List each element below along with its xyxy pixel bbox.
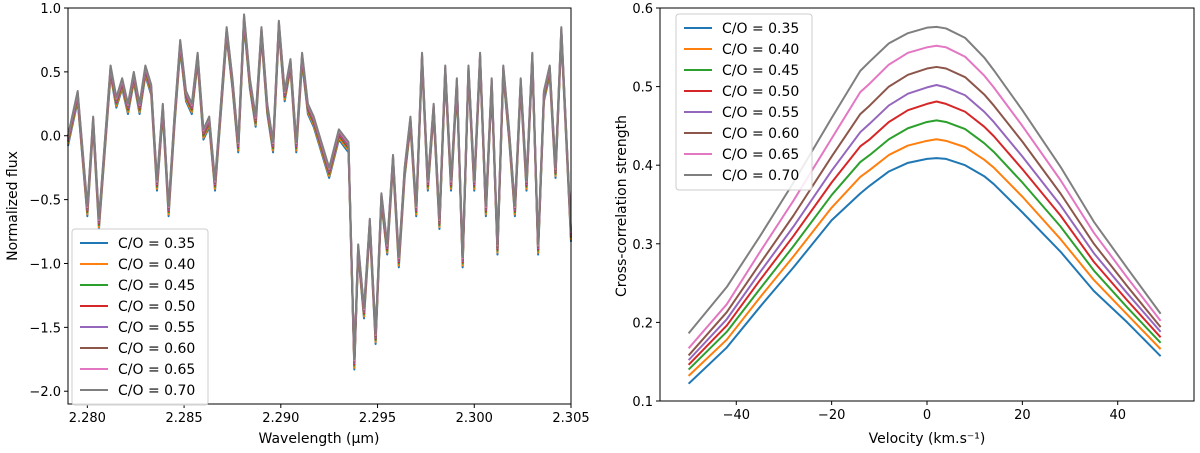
left-x-tick-label: 2.305	[552, 411, 589, 426]
right-legend-frame	[675, 13, 813, 191]
right-legend-label: C/O = 0.35	[722, 21, 799, 37]
right-x-axis-label: Velocity (km.s⁻¹)	[869, 431, 986, 447]
left-y-ticks: 1.0 0.5 0.0 −0.5 −1.0 −1.5 −2.0	[29, 2, 68, 400]
right-y-tick-label: 0.5	[632, 81, 653, 96]
right-series-line-4	[687, 100, 1162, 366]
left-legend-label: C/O = 0.50	[118, 299, 195, 315]
left-legend-label: C/O = 0.60	[118, 341, 195, 357]
right-y-axis-label: Cross-correlation strength	[614, 115, 630, 297]
right-y-tick-label: 0.2	[632, 316, 653, 331]
right-legend-label: C/O = 0.50	[722, 84, 799, 100]
right-series-line-6	[687, 65, 1162, 357]
right-x-tick-label: 40	[1109, 408, 1126, 423]
left-series-line-8	[67, 13, 572, 361]
right-y-tick-label: 0.1	[632, 395, 653, 410]
left-legend-label: C/O = 0.35	[118, 236, 195, 252]
left-y-tick-label: 1.0	[40, 2, 61, 17]
right-y-tick-label: 0.4	[632, 159, 653, 174]
left-legend-label: C/O = 0.70	[118, 383, 195, 399]
right-series-line-2	[687, 138, 1162, 377]
left-chart: 2.280 2.285 2.290 2.295 2.300 2.305 1.0 0.5 0.0…	[5, 2, 590, 447]
right-y-ticks: 0.1 0.2 0.3 0.4 0.5 0.6	[632, 2, 660, 410]
right-series-line-1	[687, 157, 1162, 385]
left-legend-label: C/O = 0.45	[118, 278, 195, 294]
left-y-tick-label: −2.0	[29, 385, 61, 400]
left-y-tick-label: −1.5	[29, 321, 61, 336]
left-y-tick-label: −0.5	[29, 194, 61, 209]
right-chart: −40 −20 0 20 40 0.1 0.2 0.3 0.4 0.5 0.6 Velocity …	[614, 2, 1195, 447]
left-plot-frame	[67, 7, 572, 405]
left-legend-label: C/O = 0.40	[118, 257, 195, 273]
left-y-tick-label: −1.0	[29, 257, 61, 272]
right-y-tick-label: 0.3	[632, 238, 653, 253]
left-legend: C/O = 0.35 C/O = 0.40 C/O = 0.45 C/O = 0.50…	[71, 228, 209, 406]
left-x-tick-label: 2.285	[165, 411, 202, 426]
right-legend-label: C/O = 0.45	[722, 63, 799, 79]
left-y-axis-label: Normalized flux	[5, 151, 21, 261]
right-legend: C/O = 0.35 C/O = 0.40 C/O = 0.45 C/O = 0.50…	[675, 13, 813, 191]
right-x-tick-label: −40	[723, 408, 750, 423]
left-legend-label: C/O = 0.55	[118, 320, 195, 336]
right-legend-label: C/O = 0.70	[722, 168, 799, 184]
left-x-tick-label: 2.300	[456, 411, 493, 426]
right-y-tick-label: 0.6	[632, 2, 653, 17]
right-legend-label: C/O = 0.40	[722, 42, 799, 58]
right-legend-label: C/O = 0.65	[722, 147, 799, 163]
left-x-tick-label: 2.290	[262, 411, 299, 426]
right-x-ticks: −40 −20 0 20 40	[723, 401, 1126, 423]
left-x-tick-label: 2.280	[69, 411, 106, 426]
right-series-line-5	[687, 84, 1162, 361]
left-legend-frame	[71, 228, 209, 406]
left-x-ticks: 2.280 2.285 2.290 2.295 2.300 2.305	[69, 404, 590, 426]
left-y-tick-label: 0.0	[40, 130, 61, 145]
right-x-tick-label: 0	[923, 408, 931, 423]
left-legend-label: C/O = 0.65	[118, 362, 195, 378]
right-legend-label: C/O = 0.60	[722, 126, 799, 142]
right-legend-label: C/O = 0.55	[722, 105, 799, 121]
left-x-axis-label: Wavelength (µm)	[259, 431, 380, 447]
right-series-line-3	[687, 119, 1162, 371]
left-y-tick-label: 0.5	[40, 66, 61, 81]
right-x-tick-label: 20	[1014, 408, 1031, 423]
left-x-tick-label: 2.295	[359, 411, 396, 426]
left-series-group	[67, 13, 572, 371]
right-x-tick-label: −20	[818, 408, 845, 423]
